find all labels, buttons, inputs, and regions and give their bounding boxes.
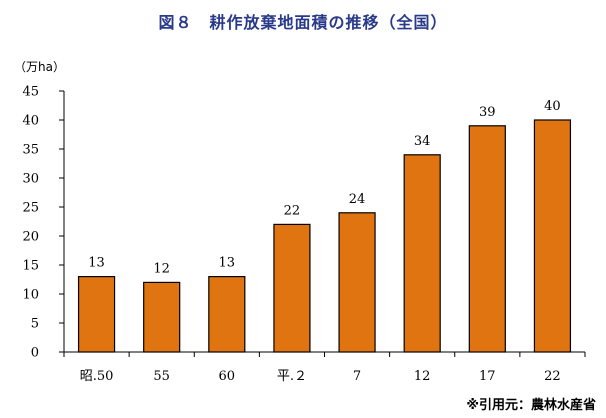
bar-8 xyxy=(533,119,572,353)
y-tick-label: 40 xyxy=(22,114,39,129)
data-label-7: 39 xyxy=(479,105,496,120)
x-tick-label-6: 12 xyxy=(414,369,431,384)
bar-4 xyxy=(273,223,311,353)
x-tick-label-1: 昭.50 xyxy=(80,369,114,384)
x-tick-label-4: 平.２ xyxy=(277,369,307,384)
y-tick-label: 20 xyxy=(22,230,39,245)
y-tick-label: 0 xyxy=(31,346,39,361)
chart-title: 図８ 耕作放棄地面積の推移（全国） xyxy=(158,13,448,32)
bar-7 xyxy=(468,125,506,353)
bar-6 xyxy=(403,154,441,353)
y-tick-label: 10 xyxy=(22,288,39,303)
data-label-8: 40 xyxy=(544,99,561,114)
y-tick-label: 30 xyxy=(22,172,39,187)
bar-1 xyxy=(77,276,116,353)
y-tick-label: 25 xyxy=(22,201,39,216)
data-label-3: 13 xyxy=(219,256,236,271)
data-label-2: 12 xyxy=(153,261,170,276)
bar-3 xyxy=(208,276,246,353)
y-tick-label: 35 xyxy=(22,143,39,158)
x-tick-label-2: 55 xyxy=(153,369,170,384)
data-label-4: 22 xyxy=(284,203,301,218)
x-tick-label-5: 7 xyxy=(353,369,361,384)
y-axis-unit-label: （万ha） xyxy=(14,60,65,74)
x-tick-label-3: 60 xyxy=(219,369,236,384)
bar-5 xyxy=(338,212,376,353)
bar-2 xyxy=(143,281,181,353)
data-label-6: 34 xyxy=(414,134,431,149)
x-tick-label-7: 17 xyxy=(479,369,496,384)
y-tick-label: 15 xyxy=(22,259,39,274)
source-note: ※引用元：農林水産省 xyxy=(466,398,596,413)
y-tick-label: 5 xyxy=(31,317,39,332)
data-label-1: 13 xyxy=(88,256,105,271)
data-label-5: 24 xyxy=(349,192,366,207)
x-tick-label-8: 22 xyxy=(544,369,561,384)
y-tick-label: 45 xyxy=(22,85,39,100)
